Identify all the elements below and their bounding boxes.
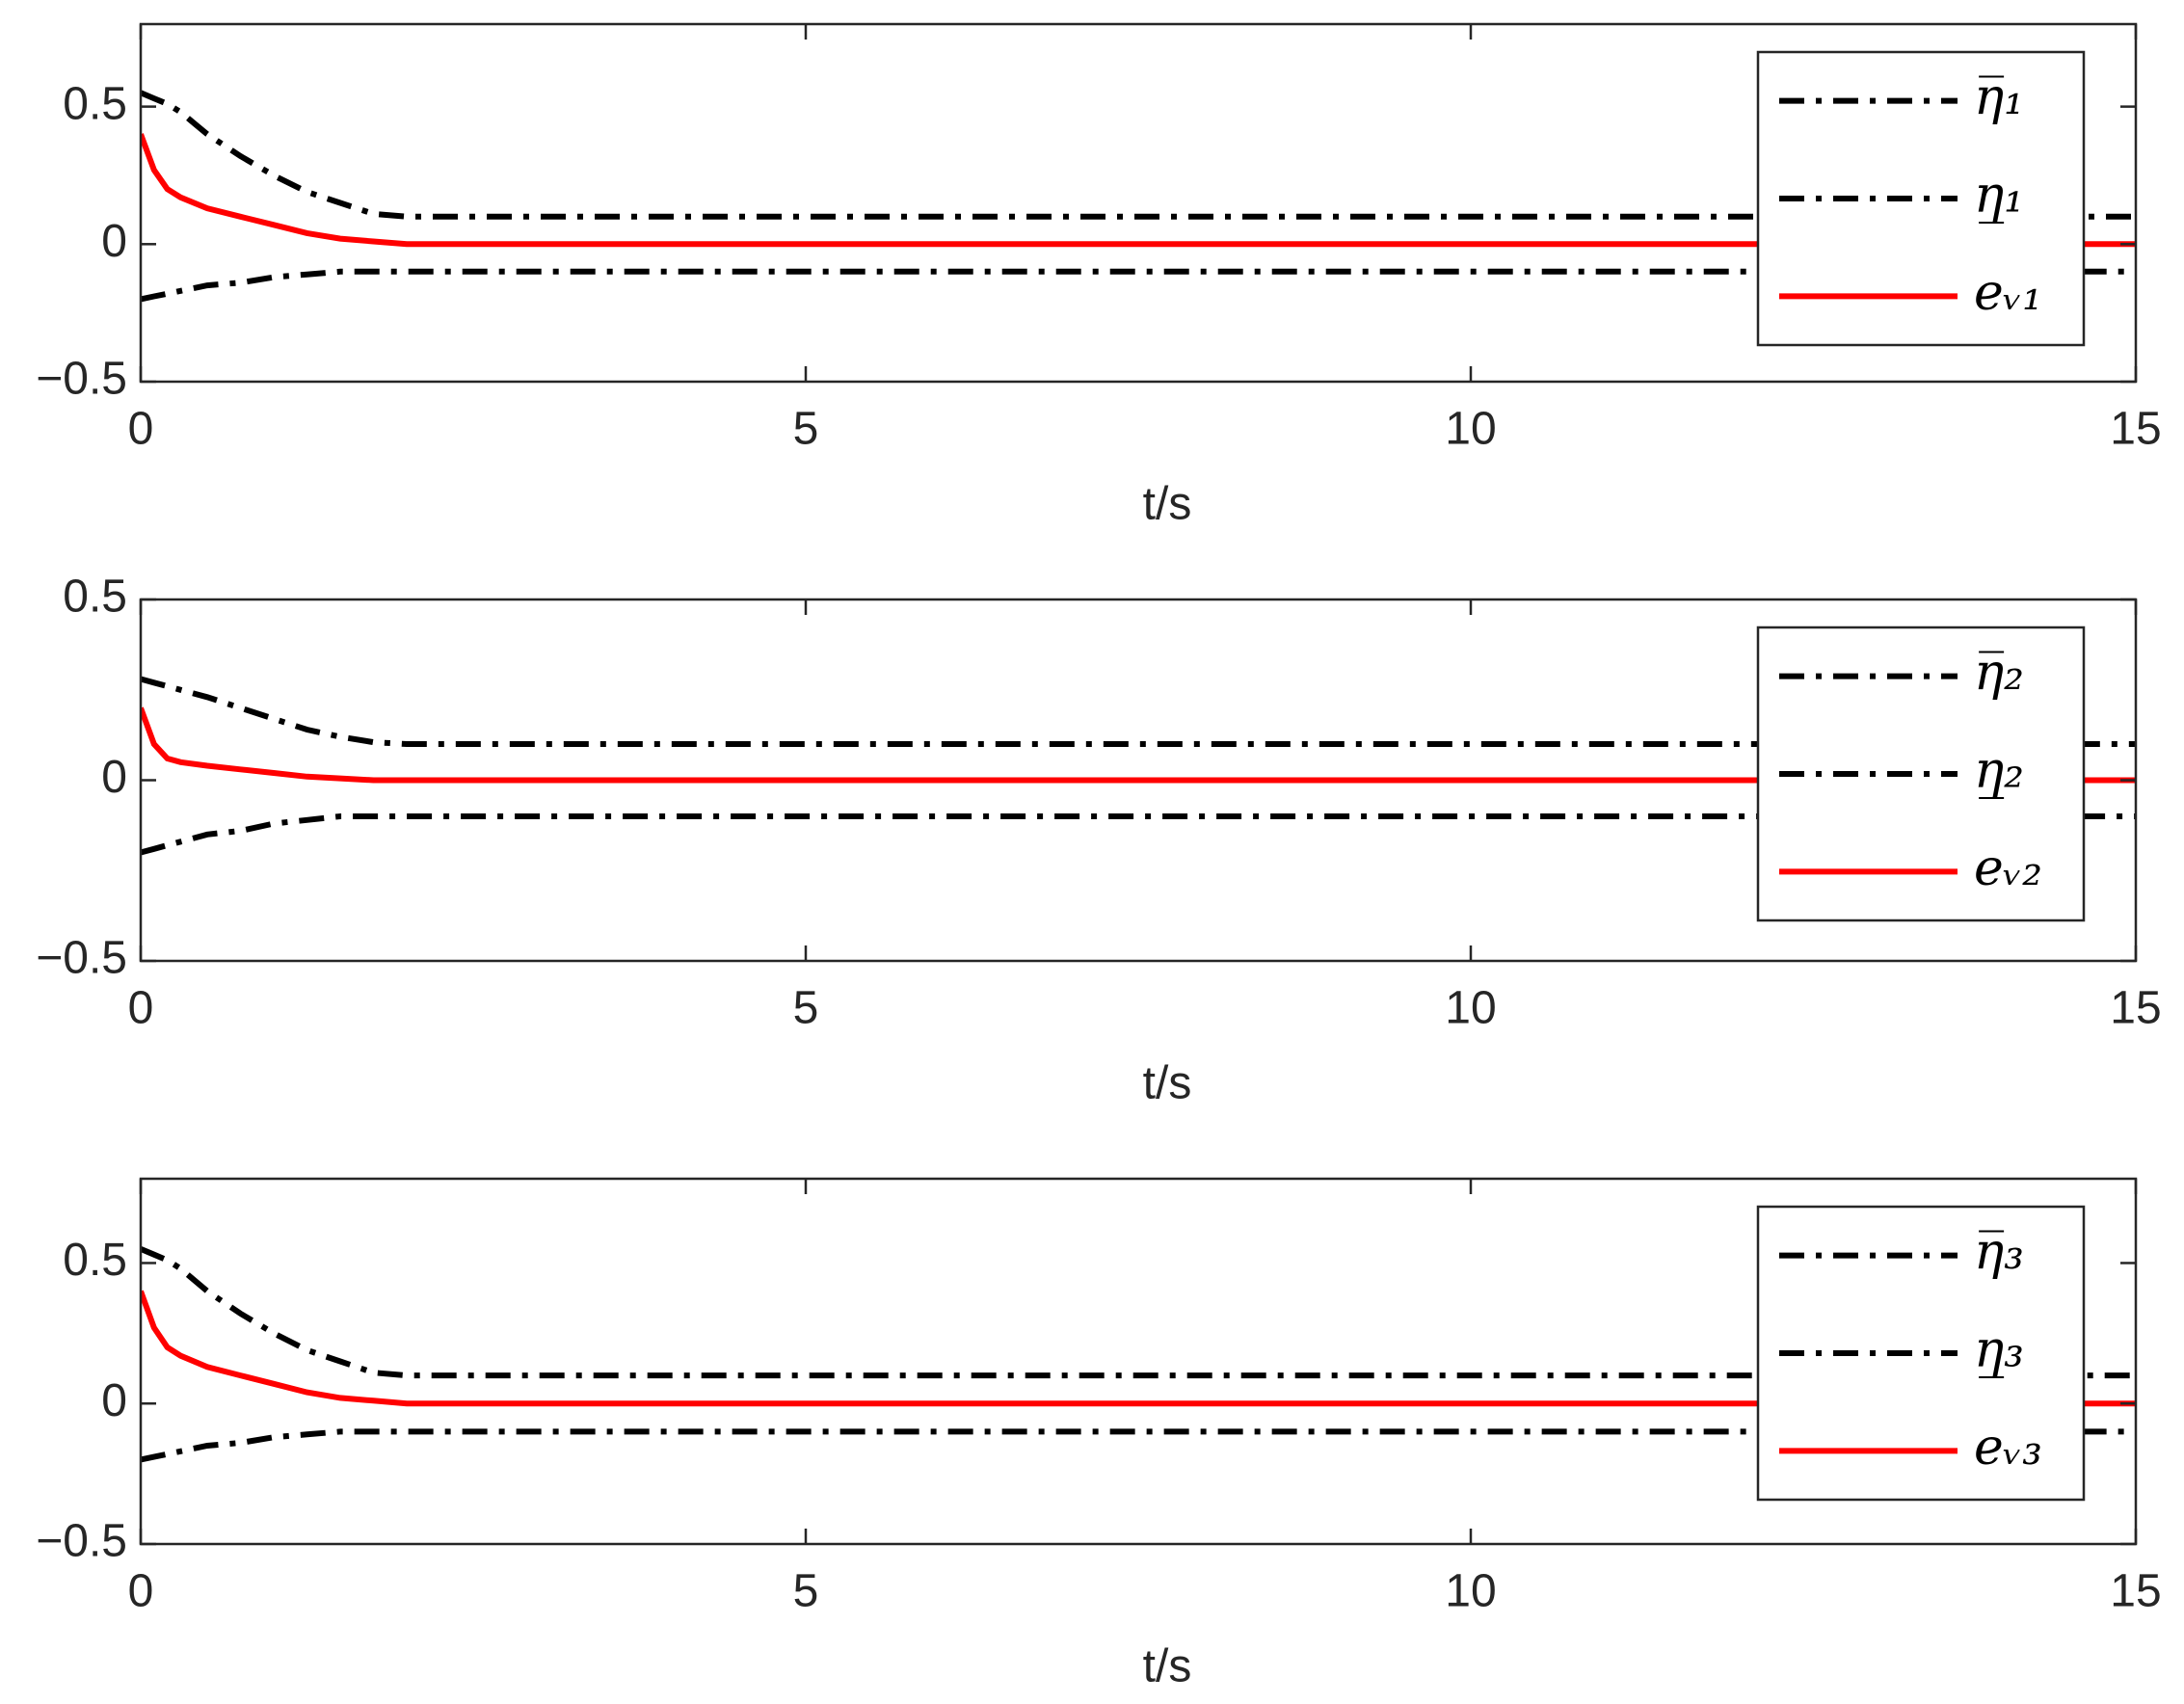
series-line: [141, 90, 2136, 220]
y-tick-label: 0.5: [63, 1235, 127, 1286]
x-tick-label: 0: [128, 1566, 154, 1617]
legend-label: η̲₁: [1974, 167, 2024, 225]
legend-label: eᵥ₁: [1974, 264, 2042, 322]
x-tick-label: 0: [128, 404, 154, 455]
axes-box: [139, 1177, 2138, 1546]
x-tick-label: 15: [2110, 1566, 2161, 1617]
x-tick-label: 10: [1445, 1566, 1496, 1617]
x-tick-label: 5: [793, 404, 819, 455]
x-tick-label: 15: [2110, 983, 2161, 1034]
x-tick-label: 5: [793, 983, 819, 1034]
y-tick-label: 0: [101, 1375, 127, 1426]
x-tick-label: 0: [128, 983, 154, 1034]
legend-label: η̅₃: [1974, 1223, 2024, 1281]
legend-label: η̅₂: [1974, 644, 2024, 702]
legend-label: η̲₂: [1974, 742, 2024, 800]
legend-label: η̅₁: [1974, 68, 2024, 126]
x-axis-label: t/s: [1143, 479, 1192, 530]
series-line: [141, 706, 2136, 784]
y-tick-label: 0: [101, 752, 127, 803]
y-tick-label: −0.5: [36, 933, 127, 984]
series-line: [141, 676, 2136, 747]
y-tick-label: 0.5: [63, 78, 127, 129]
legend-label: η̲₃: [1974, 1321, 2024, 1379]
y-tick-label: −0.5: [36, 1516, 127, 1567]
x-tick-label: 15: [2110, 404, 2161, 455]
x-axis-label: t/s: [1143, 1641, 1192, 1692]
series-line: [141, 813, 2136, 856]
series-line: [141, 1290, 2136, 1407]
legend-label: eᵥ₂: [1974, 839, 2042, 897]
y-tick-label: 0: [101, 216, 127, 267]
y-tick-label: 0.5: [63, 572, 127, 623]
series-line: [141, 1428, 2136, 1463]
x-tick-label: 10: [1445, 983, 1496, 1034]
legend-label: eᵥ₃: [1974, 1419, 2042, 1477]
y-tick-label: −0.5: [36, 354, 127, 405]
x-tick-label: 10: [1445, 404, 1496, 455]
series-line: [141, 1246, 2136, 1379]
x-tick-label: 5: [793, 1566, 819, 1617]
x-axis-label: t/s: [1143, 1058, 1192, 1109]
series-line: [141, 268, 2136, 303]
axes-box: [139, 22, 2138, 384]
series-line: [141, 133, 2136, 248]
